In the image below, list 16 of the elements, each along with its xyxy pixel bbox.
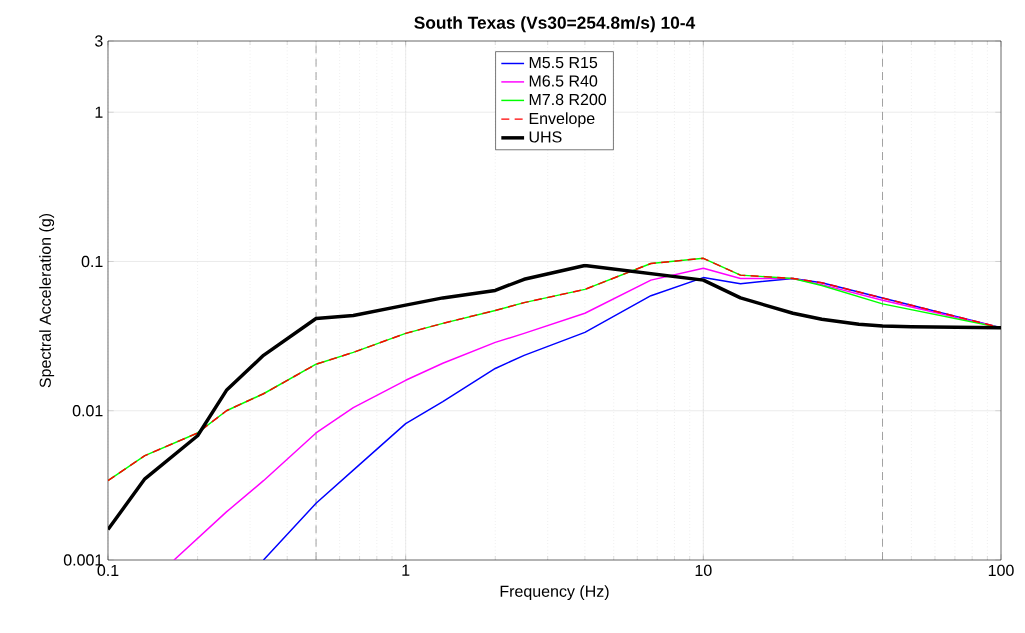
legend-label: M7.8 R200: [529, 93, 607, 106]
legend-label: M5.5 R15: [529, 56, 598, 69]
chart-title: South Texas (Vs30=254.8m/s) 10-4: [414, 16, 696, 33]
y-tick-label: 1: [95, 106, 103, 118]
legend-label: M6.5 R40: [529, 75, 598, 87]
y-axis-title: Spectral Acceleration (g): [39, 213, 55, 388]
legend-label: UHS: [529, 131, 562, 143]
y-tick-label: 3: [94, 35, 103, 47]
x-tick-label: 10: [695, 564, 712, 577]
legend-label: Envelope: [529, 112, 595, 128]
y-tick-label: 0.001: [63, 554, 103, 566]
y-tick-label: 0.01: [72, 405, 103, 417]
x-axis-title: Frequency (Hz): [500, 585, 609, 601]
x-tick-label: 100: [988, 564, 1014, 577]
y-tick-label: 0.1: [81, 255, 103, 268]
x-tick-label: 1: [402, 564, 410, 576]
